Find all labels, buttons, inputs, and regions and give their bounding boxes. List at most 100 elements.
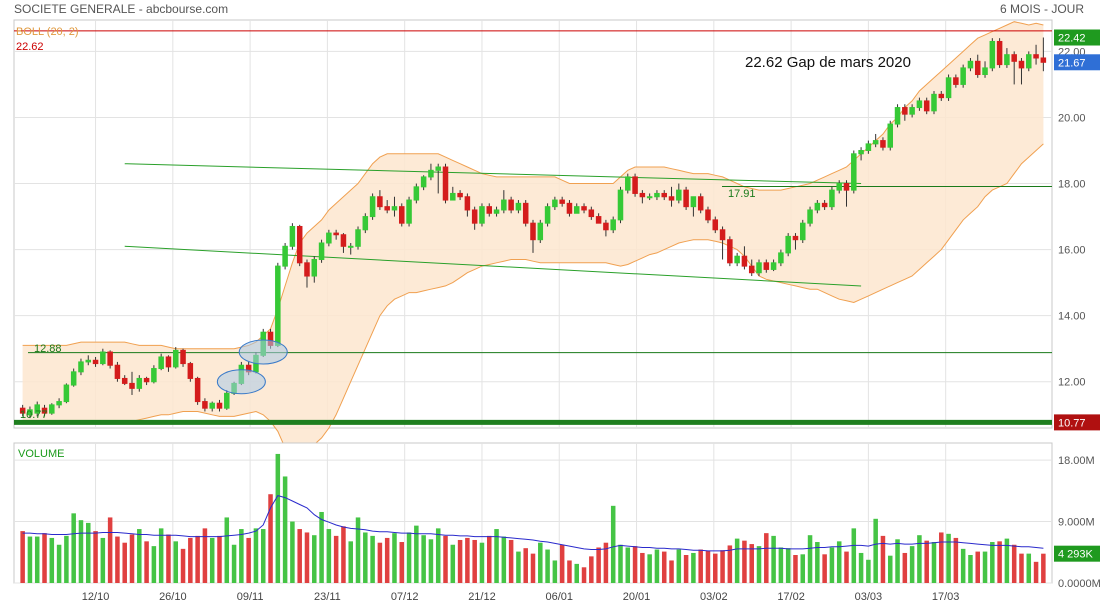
volume-bar bbox=[734, 538, 740, 583]
volume-bar bbox=[603, 542, 609, 583]
volume-bar bbox=[625, 547, 631, 583]
candle-body bbox=[413, 186, 420, 201]
volume-bar bbox=[443, 535, 448, 583]
x-tick-label: 17/02 bbox=[777, 591, 805, 603]
candle-body bbox=[807, 209, 813, 224]
candle-body bbox=[909, 107, 915, 115]
volume-bar bbox=[647, 554, 652, 583]
candle-body bbox=[756, 262, 762, 274]
candle-body bbox=[566, 202, 573, 214]
candle-body bbox=[216, 402, 223, 409]
volume-bar bbox=[341, 526, 346, 583]
volume-bar bbox=[479, 542, 485, 583]
candle-body bbox=[355, 229, 361, 247]
volume-bar bbox=[56, 544, 62, 583]
volume-bar bbox=[713, 553, 718, 583]
x-tick-label: 03/03 bbox=[855, 591, 883, 603]
volume-bar bbox=[450, 544, 456, 583]
candle-body bbox=[588, 209, 595, 218]
volume-bar bbox=[370, 535, 375, 583]
volume-bar bbox=[384, 537, 390, 583]
candle-body bbox=[289, 225, 296, 247]
volume-bar bbox=[836, 541, 842, 583]
candle-body bbox=[953, 77, 959, 85]
volume-bar bbox=[873, 518, 878, 583]
volume-bar bbox=[975, 551, 980, 583]
volume-bar bbox=[982, 551, 988, 583]
volume-bar bbox=[27, 536, 33, 583]
candle-body bbox=[996, 40, 1003, 66]
volume-bar bbox=[290, 521, 295, 583]
volume-bar bbox=[319, 511, 324, 583]
candle-body bbox=[1011, 54, 1017, 62]
volume-bar bbox=[239, 529, 244, 583]
candle-body bbox=[668, 196, 675, 201]
volume-bar bbox=[968, 555, 973, 583]
volume-bar bbox=[377, 542, 383, 583]
volume-bar bbox=[297, 529, 302, 583]
volume-bar bbox=[122, 542, 127, 583]
volume-bar bbox=[793, 555, 798, 583]
volume-bar bbox=[858, 552, 864, 583]
candle-body bbox=[143, 377, 150, 383]
y-tick-label: 16.00 bbox=[1058, 245, 1086, 257]
price-badge bbox=[1054, 29, 1100, 46]
volume-bar bbox=[990, 542, 995, 583]
candle-body bbox=[661, 192, 667, 198]
candle-body bbox=[945, 77, 952, 99]
candle-body bbox=[158, 356, 164, 370]
candle-body bbox=[435, 166, 441, 171]
candle-body bbox=[880, 140, 886, 148]
candle-body bbox=[1033, 54, 1039, 59]
price-badge-label: 21.67 bbox=[1058, 57, 1086, 69]
volume-badge-label: 4 293K bbox=[1058, 549, 1094, 561]
x-tick-label: 09/11 bbox=[237, 591, 264, 603]
volume-bar bbox=[1019, 553, 1024, 583]
price-badge bbox=[1054, 414, 1100, 431]
gap-annotation: 22.62 Gap de mars 2020 bbox=[745, 54, 911, 71]
volume-bar bbox=[501, 536, 507, 583]
volume-bar bbox=[822, 554, 827, 583]
candle-body bbox=[501, 199, 507, 211]
candle-body bbox=[639, 192, 646, 198]
candle-body bbox=[41, 407, 48, 414]
volume-bar bbox=[815, 542, 820, 583]
candle-body bbox=[391, 206, 398, 211]
candle-body bbox=[785, 235, 791, 254]
volume-bar bbox=[20, 531, 25, 583]
candle-body bbox=[894, 107, 901, 125]
price-badge bbox=[1054, 54, 1100, 71]
volume-bar bbox=[202, 528, 208, 583]
volume-bar bbox=[581, 567, 587, 583]
candle-body bbox=[646, 196, 653, 199]
candle-body bbox=[851, 153, 857, 191]
candle-body bbox=[340, 234, 347, 247]
candle-body bbox=[581, 206, 587, 211]
candle-body bbox=[508, 199, 514, 211]
x-tick-label: 21/12 bbox=[468, 591, 496, 603]
volume-bar bbox=[654, 549, 660, 583]
volume-bar bbox=[691, 552, 696, 583]
volume-bar bbox=[173, 541, 179, 583]
candle-body bbox=[836, 183, 842, 191]
volume-bar bbox=[129, 534, 135, 583]
volume-bar bbox=[640, 552, 645, 583]
candle-body bbox=[697, 196, 704, 211]
volume-bar bbox=[953, 537, 959, 583]
volume-bar bbox=[144, 541, 149, 583]
volume-bar bbox=[1041, 553, 1046, 583]
volume-bar bbox=[195, 535, 200, 583]
candle-body bbox=[530, 222, 536, 241]
candle-body bbox=[100, 351, 106, 365]
candle-body bbox=[347, 245, 354, 248]
candle-body bbox=[369, 196, 376, 218]
volume-bar bbox=[421, 535, 426, 583]
volume-bar bbox=[224, 517, 230, 583]
candle-body bbox=[165, 356, 172, 368]
candle-body bbox=[70, 371, 77, 386]
candle-body bbox=[282, 245, 288, 267]
candle-body bbox=[821, 202, 828, 208]
candle-body bbox=[107, 351, 113, 366]
candle-body bbox=[748, 265, 755, 274]
candle-body bbox=[734, 255, 740, 264]
